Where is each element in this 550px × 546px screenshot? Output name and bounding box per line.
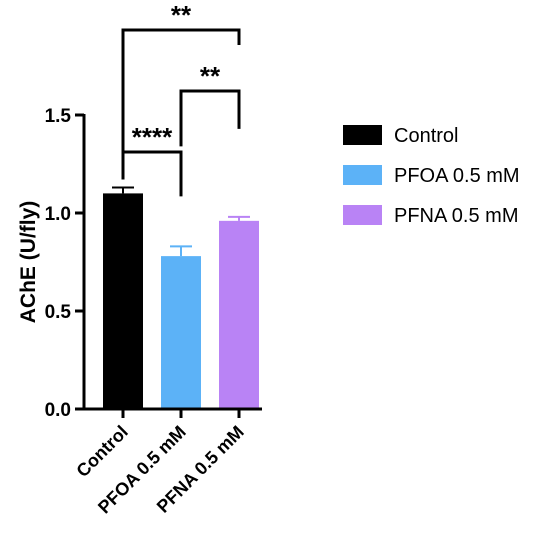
legend-label: PFNA 0.5 mM: [394, 205, 518, 227]
legend-swatch: [343, 165, 382, 185]
x-tick-label: Control: [72, 422, 131, 481]
legend-label: Control: [394, 125, 458, 147]
y-tick-label: 0.5: [45, 302, 72, 323]
significance-bracket: [179, 89, 241, 147]
legend-swatch: [343, 125, 382, 145]
legend-swatch: [343, 205, 382, 225]
significance-label: ****: [132, 122, 173, 152]
y-tick-label: 0.0: [45, 400, 71, 421]
bar: [103, 193, 143, 409]
significance-bracket: [121, 28, 241, 179]
legend: Control PFOA 0.5 mM PFNA 0.5 mM: [343, 125, 520, 227]
legend-label: PFOA 0.5 mM: [394, 165, 520, 187]
y-tick-label: 1.0: [45, 204, 71, 225]
bar: [161, 256, 201, 409]
significance-label: **: [200, 61, 221, 91]
y-axis-label: AChE (U/fly): [17, 201, 40, 324]
significance-label: **: [171, 0, 192, 30]
y-tick-label: 1.5: [45, 106, 72, 127]
bar: [219, 220, 259, 409]
significance-bracket: [121, 150, 183, 197]
